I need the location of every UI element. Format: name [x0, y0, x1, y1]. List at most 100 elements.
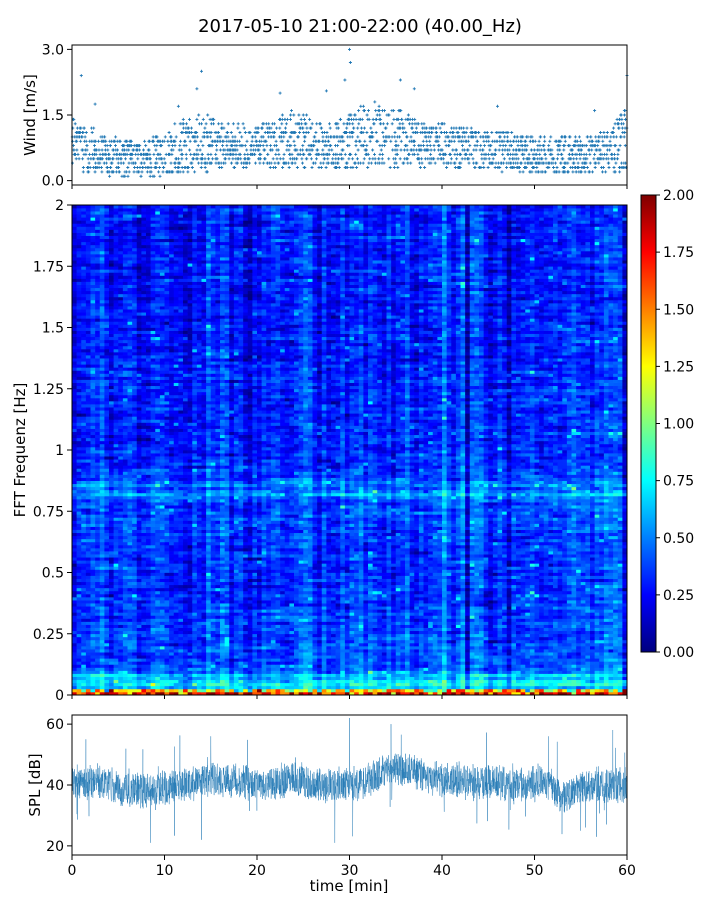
spectrogram-cell — [529, 597, 535, 601]
spectrogram-cell — [442, 639, 447, 644]
spectrogram-cell — [354, 621, 360, 625]
spectrogram-cell — [289, 606, 295, 610]
spectrogram-cell — [497, 673, 503, 677]
spectrogram-cell — [488, 615, 494, 619]
spectrogram-cell — [99, 612, 105, 616]
spectrogram-cell — [386, 600, 392, 604]
spectrogram-cell — [562, 685, 568, 690]
spectrogram-cell — [169, 612, 175, 616]
spectrogram-cell — [331, 612, 336, 616]
spectrogram-cell — [164, 575, 170, 579]
spectrogram-cell — [118, 667, 124, 671]
spectrogram-cell — [72, 655, 77, 659]
spectrogram-cell — [497, 655, 503, 659]
spectrogram-cell — [539, 676, 545, 681]
spectrogram-cell — [534, 639, 540, 644]
spectrogram-cell — [599, 688, 605, 693]
spectrogram-cell — [233, 639, 239, 644]
spectrogram-cell — [289, 652, 295, 656]
spectrogram-cell — [580, 603, 586, 607]
spectrogram-cell — [266, 642, 272, 647]
spectrogram-cell — [252, 584, 258, 589]
spectrogram-cell — [358, 661, 364, 665]
spectrogram-cell — [85, 600, 91, 604]
spectrogram-cell — [113, 578, 119, 583]
spectrogram-cell — [331, 572, 336, 576]
spectrogram-cell — [571, 612, 577, 616]
spectrogram-cell — [608, 603, 614, 607]
spectrogram-cell — [492, 655, 498, 659]
spectrogram-cell — [483, 618, 489, 622]
spectrogram-cell — [201, 679, 207, 684]
spectrogram-cell — [224, 688, 230, 693]
spectrogram-cell — [150, 615, 156, 619]
spectrogram-cell — [423, 682, 429, 687]
spectrogram-cell — [280, 676, 286, 681]
spectrogram-cell — [76, 578, 82, 583]
spectrogram-cell — [280, 566, 286, 570]
spectrogram-cell — [335, 691, 341, 696]
spectrogram-cell — [368, 661, 373, 665]
spectrogram-cell — [90, 652, 96, 656]
spectrogram-cell — [451, 572, 457, 576]
spectrogram-cell — [127, 652, 133, 656]
spectrogram-cell — [590, 612, 595, 616]
spectrogram-cell — [85, 630, 91, 635]
spectrogram-cell — [511, 649, 517, 653]
spectrogram-cell — [192, 618, 198, 622]
spectrogram-cell — [289, 600, 295, 604]
spectrogram-cell — [233, 676, 239, 681]
spectrogram-cell — [229, 630, 235, 635]
spectrogram-cell — [220, 652, 225, 656]
spectrogram-cell — [150, 670, 156, 674]
spectrogram-cell — [442, 670, 447, 674]
spectrogram-cell — [284, 661, 290, 665]
spectrogram-cell — [173, 630, 179, 635]
spectrogram-cell — [437, 590, 443, 595]
spectrogram-cell — [566, 612, 572, 616]
spectrogram-cell — [613, 618, 619, 622]
spectrogram-cell — [479, 664, 484, 668]
spectrogram-cell — [599, 630, 605, 635]
spectrogram-cell — [257, 685, 262, 690]
spectrogram-cell — [150, 590, 156, 595]
spectrogram-cell — [340, 569, 346, 573]
spectrogram-cell — [553, 642, 558, 647]
spectrogram-cell — [173, 685, 179, 690]
spectrogram-cell — [321, 575, 327, 579]
spectrogram-cell — [354, 593, 360, 598]
spectrogram-cell — [543, 584, 549, 589]
spectrogram-cell — [243, 667, 249, 671]
spectrogram-cell — [247, 630, 253, 635]
spectrogram-cell — [474, 627, 480, 632]
spectrogram-cell — [127, 578, 133, 583]
spectrogram-cell — [474, 569, 480, 573]
spectrogram-cell — [539, 633, 545, 638]
spectrogram-cell — [132, 590, 138, 595]
spectrogram-cell — [455, 639, 461, 644]
spectrogram-cell — [132, 676, 138, 681]
spectrogram-cell — [354, 667, 360, 671]
spectrogram-cell — [585, 685, 591, 690]
spectrogram-cell — [539, 572, 545, 576]
spectrogram-cell — [289, 618, 295, 622]
spectrogram-cell — [85, 685, 91, 690]
spectrogram-cell — [354, 642, 360, 647]
spectrogram-cell — [220, 646, 225, 650]
spectrogram-cell — [275, 566, 281, 570]
spectrogram-cell — [580, 646, 586, 650]
spectrogram-cell — [81, 566, 87, 570]
spectrogram-cell — [187, 633, 193, 638]
spectrogram-cell — [284, 655, 290, 659]
spectrogram-cell — [534, 615, 540, 619]
spectrogram-cell — [122, 688, 128, 693]
spectrogram-cell — [159, 639, 165, 644]
spectrogram-cell — [104, 685, 110, 690]
spectrogram-cell — [243, 679, 249, 684]
spectrogram-cell — [280, 679, 286, 684]
spectrogram-cell — [141, 597, 147, 601]
spectrogram-cell — [451, 581, 457, 586]
spectrogram-cell — [99, 673, 105, 677]
spectrogram-cell — [525, 624, 531, 628]
spectrogram-cell — [317, 606, 323, 610]
